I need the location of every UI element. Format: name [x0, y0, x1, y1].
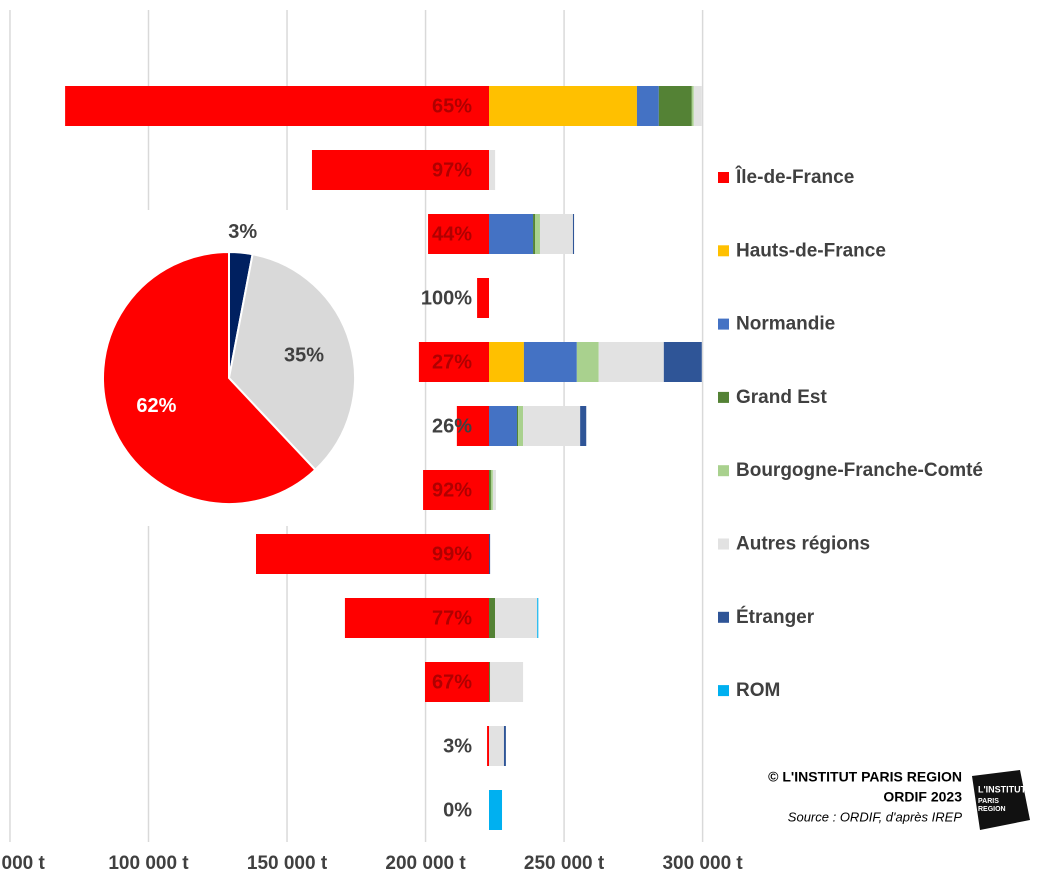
bar-segment	[477, 278, 490, 318]
bar-segment	[255, 534, 490, 574]
bar-segment	[489, 726, 504, 766]
bar-segment	[576, 342, 599, 382]
x-tick-label: 300 000 t	[662, 853, 743, 874]
bar-segment	[489, 534, 491, 574]
legend-swatch	[718, 538, 729, 550]
bar-segment	[598, 342, 664, 382]
bar-segment	[489, 342, 524, 382]
bar-segment	[489, 406, 517, 446]
share-label: 77%	[432, 607, 472, 629]
bar-segment	[418, 342, 490, 382]
x-tick-label: 100 000 t	[108, 853, 189, 874]
legend-label: Autres régions	[736, 534, 870, 555]
bar-segment	[489, 214, 534, 254]
logo-text: REGION	[978, 806, 1006, 813]
share-label: 26%	[432, 415, 472, 437]
share-label: 0%	[443, 799, 472, 821]
bar-segment	[495, 598, 538, 638]
bar-segment	[489, 470, 491, 510]
legend-label: Étranger	[736, 606, 815, 628]
pie-slice	[227, 253, 356, 472]
bar-segment	[487, 726, 490, 766]
x-tick-label: 50 000 t	[0, 853, 45, 874]
bar-segment	[490, 662, 524, 702]
legend-swatch	[718, 172, 729, 183]
bar-segment	[489, 662, 491, 702]
bar-segment	[428, 214, 490, 254]
logo	[972, 770, 1030, 830]
logo-text: L'INSTITUT	[978, 784, 1027, 794]
bar-segment	[490, 470, 493, 510]
share-label: 67%	[432, 671, 472, 693]
share-label: 100%	[421, 287, 472, 309]
x-tick-label: 250 000 t	[524, 853, 605, 874]
bar-segment	[492, 470, 496, 510]
bar-segment	[537, 598, 539, 638]
bar-segment	[693, 86, 702, 126]
legend-swatch	[718, 391, 729, 403]
bar-segment	[516, 406, 519, 446]
bar-segment	[572, 214, 575, 254]
pie: 3% 35% 62%	[102, 221, 356, 505]
legend-label: Hauts-de-France	[736, 240, 886, 261]
bar-segment	[533, 214, 535, 254]
bar-segment	[489, 598, 496, 638]
bar-segment	[658, 86, 692, 126]
bar-segment	[456, 406, 490, 446]
legend-label: Normandie	[736, 314, 835, 335]
bar-segment	[423, 470, 490, 510]
share-label: 3%	[443, 735, 472, 757]
bar-segment	[503, 726, 506, 766]
bar-segment	[518, 406, 524, 446]
bar-segment	[425, 662, 490, 702]
bar-segment	[523, 406, 581, 446]
share-label: 92%	[432, 479, 472, 501]
pie-label: 35%	[284, 344, 324, 366]
bars: 65% 97% 44% 100% 27% 26% 92% 99% 77% 67% 3% 0%	[65, 86, 702, 830]
bar-segment	[539, 214, 573, 254]
legend-label: Bourgogne-Franche-Comté	[736, 460, 983, 481]
logo-text: PARIS	[978, 798, 999, 805]
pie-label: 3%	[228, 221, 257, 243]
legend-swatch	[718, 245, 729, 257]
bar-segment	[311, 150, 490, 190]
pie-label: 62%	[136, 395, 176, 417]
bar-segment	[636, 86, 659, 126]
bar-segment	[691, 86, 694, 126]
bar-segment	[534, 214, 540, 254]
share-label: 65%	[432, 95, 472, 117]
legend: Île-de-France Hauts-de-France Normandie Gra…	[718, 166, 983, 701]
share-label: 99%	[432, 543, 472, 565]
legend-label: Grand Est	[736, 387, 827, 408]
bar-segment	[344, 598, 490, 638]
bar-segment	[489, 150, 496, 190]
credit-edition: ORDIF 2023	[883, 789, 962, 805]
legend-swatch	[718, 611, 729, 623]
share-label: 27%	[432, 351, 472, 373]
bar-segment	[580, 406, 587, 446]
legend-swatch	[718, 685, 729, 697]
pie-slice	[102, 250, 317, 505]
credit-source: Source : ORDIF, d'après IREP	[788, 809, 963, 824]
bar-segment	[489, 86, 637, 126]
bar-segment	[663, 342, 702, 382]
legend-label: Île-de-France	[735, 166, 854, 188]
legend-label: ROM	[736, 680, 780, 701]
share-label: 44%	[432, 223, 472, 245]
x-tick-label: 200 000 t	[385, 853, 466, 874]
legend-swatch	[718, 465, 729, 477]
legend-swatch	[718, 318, 729, 330]
bar-segment	[489, 790, 503, 830]
share-label: 97%	[432, 159, 472, 181]
bar-segment	[65, 86, 490, 126]
bar-segment	[523, 342, 577, 382]
x-tick-label: 150 000 t	[247, 853, 328, 874]
credit-copyright: © L'INSTITUT PARIS REGION	[768, 769, 962, 785]
